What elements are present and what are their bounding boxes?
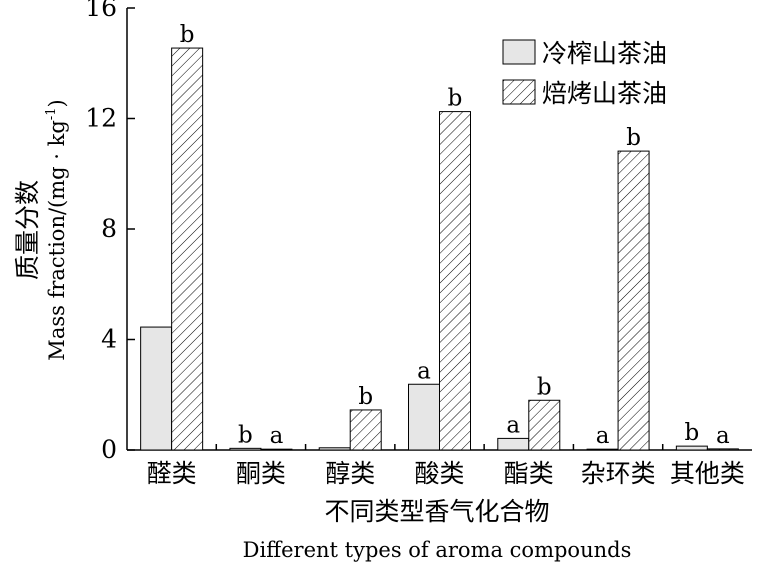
bar-cold-pressed — [586, 448, 619, 451]
bar-roasted — [617, 150, 650, 451]
y-tick-label: 0 — [101, 435, 117, 464]
bar-roasted — [528, 399, 561, 451]
x-tick-label: 酯类 — [504, 459, 554, 488]
y-axis-title-en-main: Mass fraction/(mg · kg — [45, 120, 69, 361]
bar-label: a — [716, 423, 730, 449]
x-tick-label: 其他类 — [670, 459, 745, 488]
y-tick-label: 4 — [101, 325, 117, 354]
y-tick-label: 12 — [85, 104, 117, 133]
bar-label: a — [417, 358, 431, 384]
x-tick-labels: 醛类 酮类 醇类 酸类 酯类 杂环类 其他类 — [147, 444, 745, 488]
bar-cold-pressed — [318, 447, 351, 451]
bar-cold-pressed — [497, 437, 530, 451]
bar-label: b — [537, 374, 552, 400]
bar-cold-pressed — [408, 383, 440, 451]
bar-roasted — [171, 47, 204, 451]
x-tick-label: 醇类 — [325, 459, 375, 488]
bar-cold-pressed — [675, 445, 708, 451]
legend-label-roasted: 焙烤山茶油 — [542, 79, 667, 108]
legend: 冷榨山茶油 焙烤山茶油 — [502, 39, 667, 108]
bar-roasted — [260, 448, 293, 451]
bar-label: b — [448, 86, 463, 112]
x-tick-label: 杂环类 — [581, 459, 656, 488]
bar-roasted — [349, 409, 382, 451]
bar-label: b — [180, 22, 195, 48]
x-axis-title-cn: 不同类型香气化合物 — [324, 497, 549, 526]
bar-label: b — [358, 384, 373, 410]
bars — [140, 47, 739, 451]
legend-swatch-roasted — [502, 79, 536, 105]
y-tick-label: 16 — [85, 0, 117, 22]
y-axis-title-en: Mass fraction/(mg · kg-1) — [44, 99, 69, 360]
x-axis-title-en: Different types of aroma compounds — [243, 538, 632, 562]
legend-label-cold-pressed: 冷榨山茶油 — [542, 39, 667, 68]
bar-roasted — [439, 111, 471, 451]
bar-cold-pressed — [140, 326, 173, 451]
x-tick-label: 酸类 — [414, 459, 464, 488]
bar-label: a — [596, 423, 610, 449]
bar-label: b — [626, 125, 641, 151]
bar-label: a — [506, 412, 520, 438]
y-ticks: 0 4 8 12 16 — [85, 0, 135, 464]
y-tick-label: 8 — [101, 214, 117, 243]
bar-cold-pressed — [229, 447, 262, 451]
bar-label: b — [684, 420, 699, 446]
legend-swatch-cold-pressed — [502, 39, 536, 65]
bar-label: a — [270, 423, 284, 449]
bar-roasted — [706, 448, 739, 451]
bar-label: b — [238, 422, 253, 448]
x-tick-label: 酮类 — [236, 459, 286, 488]
y-axis-title-en-close: ) — [45, 99, 69, 107]
y-axis-title-cn: 质量分数 — [13, 180, 42, 280]
y-axis-title-en-exp: -1 — [44, 108, 59, 121]
x-tick-label: 醛类 — [147, 459, 197, 488]
